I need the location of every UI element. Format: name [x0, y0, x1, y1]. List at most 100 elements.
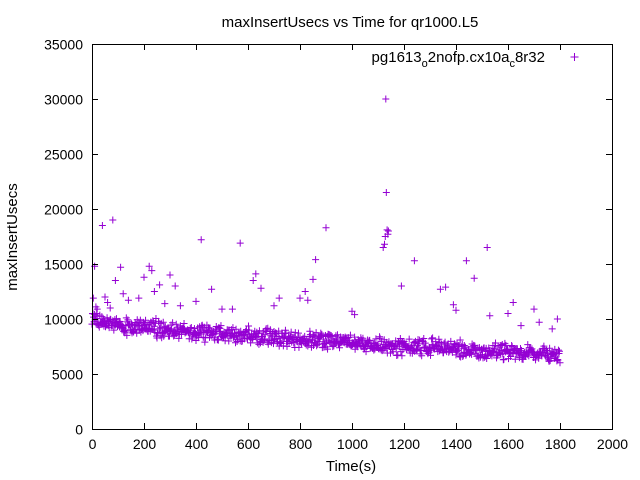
data-point: [101, 293, 109, 301]
data-point: [192, 297, 200, 305]
data-point: [384, 230, 392, 238]
data-point: [384, 227, 392, 235]
data-point: [176, 302, 184, 310]
x-tick-label: 1400: [441, 436, 472, 452]
data-point: [453, 347, 461, 355]
data-point: [336, 344, 344, 352]
data-point: [180, 319, 188, 327]
data-point: [279, 334, 287, 342]
data-point: [171, 282, 179, 290]
data-point: [379, 244, 387, 251]
data-point: [554, 346, 562, 354]
data-point: [166, 271, 174, 279]
data-point: [415, 340, 423, 348]
chart-title: maxInsertUsecs vs Time for qr1000.L5: [222, 14, 479, 31]
data-point: [130, 325, 138, 333]
data-point: [351, 311, 359, 319]
data-point: [462, 257, 470, 265]
data-point: [319, 335, 327, 343]
data-point: [441, 338, 449, 346]
data-point: [209, 331, 217, 339]
x-axis: 0 200 400 600 800 1000 1200 1400 1600 1800 2000: [89, 44, 628, 452]
data-point: [418, 352, 426, 360]
data-point: [232, 325, 240, 333]
data-point: [123, 331, 131, 339]
data-point: [435, 335, 443, 343]
data-point: [318, 330, 326, 338]
data-point: [410, 338, 418, 346]
data-point: [351, 333, 359, 341]
data-point: [483, 244, 491, 251]
data-point: [517, 322, 525, 330]
data-point: [145, 262, 153, 270]
data-point: [389, 348, 397, 356]
data-point: [124, 296, 132, 304]
data-point: [187, 324, 195, 332]
x-axis-title: Time(s): [326, 458, 376, 475]
legend-marker-plus: [570, 53, 579, 61]
data-point: [150, 288, 158, 295]
data-point: [110, 326, 118, 334]
data-point: [364, 338, 372, 346]
y-tick-label: 35000: [44, 37, 83, 53]
data-point: [509, 299, 517, 306]
data-point: [177, 330, 185, 338]
data-point: [546, 357, 554, 365]
data-point: [287, 328, 295, 336]
data-point: [124, 316, 132, 324]
data-point: [264, 340, 272, 348]
x-tick-label: 1800: [545, 436, 576, 452]
data-point: [104, 299, 112, 306]
data-point: [117, 263, 125, 271]
data-point: [329, 343, 337, 351]
legend-marker: [570, 53, 579, 61]
data-point: [330, 342, 338, 350]
x-tick-label: 600: [237, 436, 261, 452]
data-point: [381, 240, 388, 248]
data-point: [544, 348, 552, 356]
data-point: [197, 236, 205, 244]
data-point: [328, 333, 336, 341]
data-point: [89, 294, 97, 302]
data-point: [211, 326, 219, 334]
data-point: [459, 352, 467, 360]
data-point: [395, 343, 403, 351]
data-point: [270, 302, 278, 310]
data-point: [396, 334, 404, 342]
data-point: [414, 336, 422, 344]
data-point: [551, 345, 559, 353]
y-tick-label: 20000: [44, 202, 83, 218]
data-point: [109, 216, 117, 224]
data-point: [148, 267, 156, 275]
data-point: [306, 327, 314, 335]
data-point: [508, 341, 516, 349]
data-point: [545, 356, 553, 364]
y-tick-label: 30000: [44, 92, 83, 108]
data-point: [442, 283, 450, 291]
data-point: [103, 314, 111, 322]
data-point: [506, 349, 514, 357]
data-point: [460, 344, 468, 352]
data-point: [535, 318, 543, 326]
data-point: [156, 281, 164, 289]
data-point: [282, 329, 290, 337]
data-point: [245, 326, 253, 334]
data-point: [269, 336, 277, 344]
data-point: [359, 334, 367, 342]
data-point: [553, 315, 561, 323]
data-point: [295, 343, 303, 351]
data-point: [309, 275, 317, 283]
data-point: [245, 322, 253, 330]
data-point: [190, 325, 198, 333]
data-point: [405, 335, 413, 343]
data-point: [301, 288, 309, 295]
data-point: [376, 333, 384, 341]
data-point: [304, 342, 312, 350]
data-point: [546, 344, 554, 352]
data-point: [486, 312, 494, 320]
legend: pg1613o2nofp.cx10ac8r32: [372, 49, 579, 70]
y-tick-label: 10000: [44, 312, 83, 328]
x-tick-label: 800: [289, 436, 313, 452]
data-points: [88, 95, 564, 367]
